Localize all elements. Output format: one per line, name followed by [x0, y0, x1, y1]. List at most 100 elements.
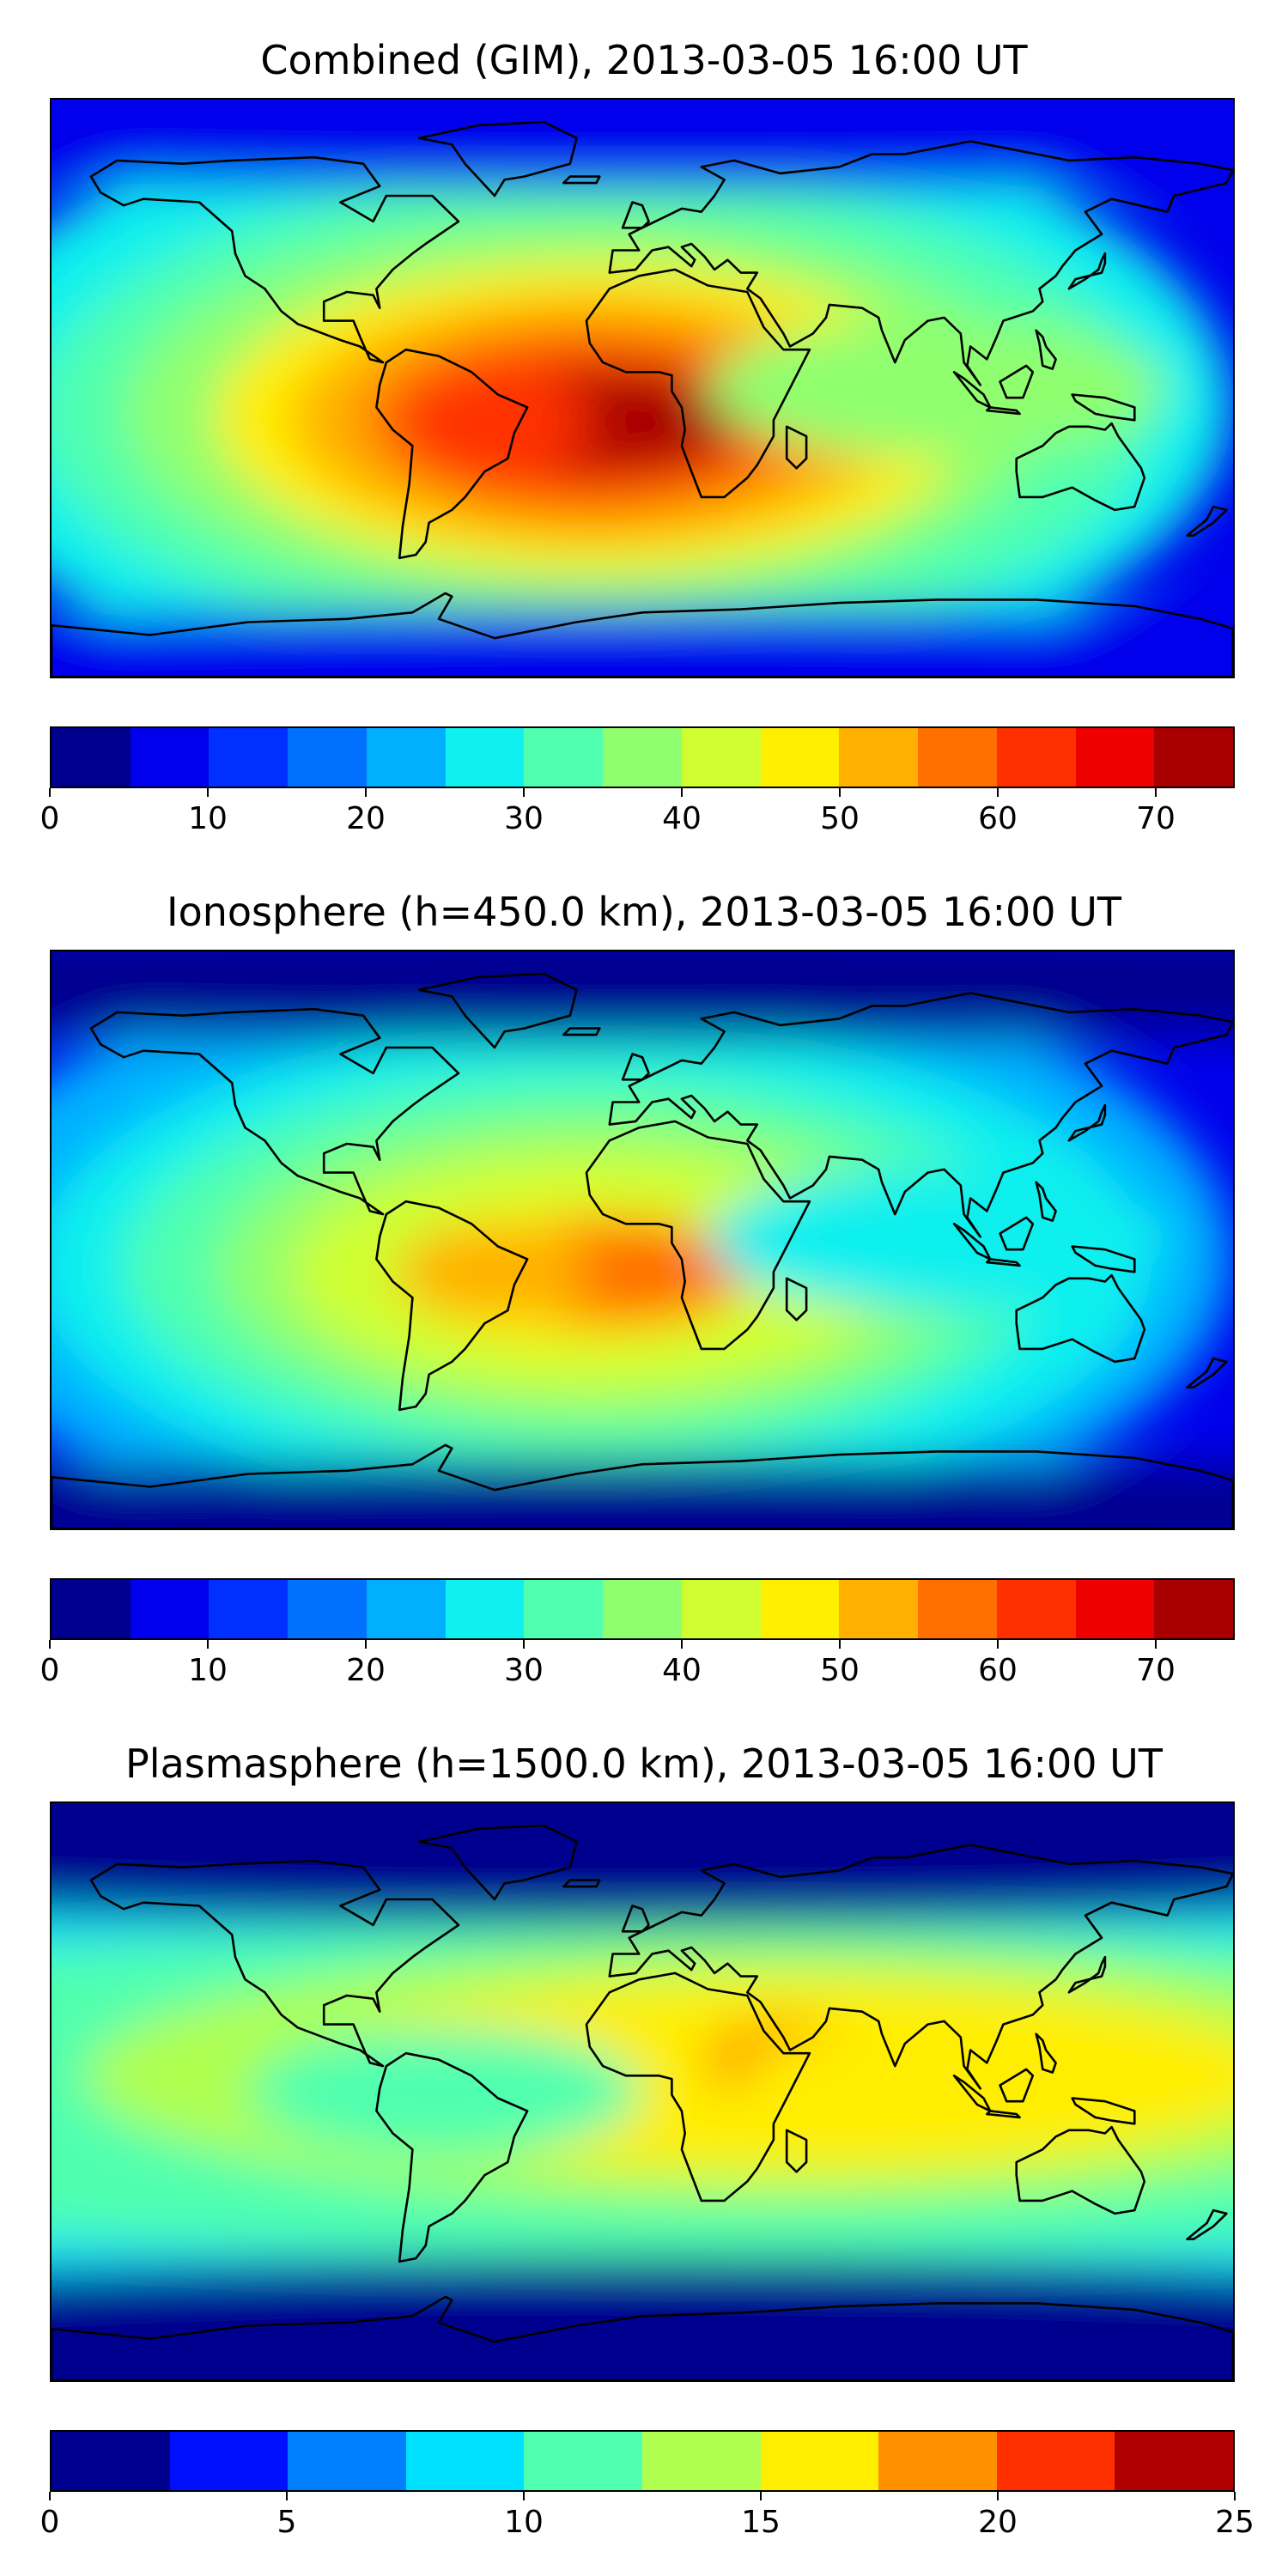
feature-high-latitude-north [52, 1803, 1233, 1925]
colorbar-segment [996, 2432, 1115, 2490]
colorbar-tick [1155, 788, 1157, 797]
colorbar-tick [365, 788, 367, 797]
colorbar-segment [878, 2432, 997, 2490]
colorbar-tick [681, 788, 683, 797]
coastline [999, 2068, 1035, 2103]
colorbar-segment [760, 1580, 840, 1638]
colorbar-tick [365, 1640, 367, 1649]
colorbar-tick [760, 2492, 762, 2500]
map-plasmasphere [50, 1801, 1235, 2382]
coastline [1071, 1245, 1136, 1273]
colorbar-tick-label: 30 [504, 801, 544, 836]
colorbar-tick-label: 0 [39, 2505, 60, 2540]
colorbar-segment [366, 1580, 446, 1638]
chart-title: Combined (GIM), 2013-03-05 16:00 UT [260, 37, 1028, 83]
coastline [375, 1200, 529, 1412]
colorbar-tick [839, 1640, 841, 1649]
coastline [608, 140, 1233, 386]
colorbar-segment [288, 2432, 406, 2490]
coastline [986, 2110, 1021, 2119]
colorbar-tick-label: 10 [504, 2505, 544, 2540]
coastline [621, 201, 650, 229]
colorbar-ticks-plasmasphere: 0 5 10 15 20 25 [40, 2492, 1255, 2543]
coastline [621, 1053, 650, 1081]
colorbar-segment [524, 1580, 604, 1638]
coastline [585, 1120, 811, 1351]
colorbar-tick [997, 2492, 999, 2500]
coastline [1035, 329, 1057, 370]
chart-title: Plasmasphere (h=1500.0 km), 2013-03-05 1… [125, 1741, 1163, 1787]
colorbar-segment [760, 728, 840, 787]
colorbar-combined [50, 726, 1235, 788]
field-blobs [52, 100, 1233, 677]
coastline [1067, 1955, 1107, 1994]
coastline [89, 155, 460, 364]
coastline [52, 2295, 1233, 2380]
feature-high-latitude-south [52, 1461, 1233, 1528]
coastline [89, 1859, 460, 2068]
coastline [1015, 422, 1146, 512]
colorbar-ticks-ionosphere: 0 10 20 30 40 50 60 70 [40, 1640, 1235, 1692]
colorbar-segment [209, 1580, 289, 1638]
colorbar-segment [405, 2432, 525, 2490]
coastline [1067, 1103, 1107, 1142]
colorbar-tick-label: 0 [39, 1653, 60, 1688]
map-ionosphere [50, 950, 1235, 1530]
feature-secondary [396, 1227, 593, 1317]
coastline [999, 1216, 1035, 1251]
map-svg [52, 951, 1233, 1528]
feature-secondary [396, 375, 593, 465]
colorbar-tick-label: 40 [662, 1653, 702, 1688]
colorbar-segment [603, 1580, 682, 1638]
feature-high-latitude-north [52, 100, 1233, 190]
coastline [785, 1277, 808, 1321]
colorbar-segment [1154, 728, 1233, 787]
coastline [585, 268, 811, 499]
coastline [952, 2074, 992, 2112]
feature-indian-ocean [708, 1169, 1168, 1311]
colorbar-segment [445, 728, 525, 787]
colorbar-tick [207, 788, 209, 797]
colorbar-segment [1075, 728, 1155, 787]
coastline [1015, 1273, 1146, 1364]
colorbar-segment [288, 1580, 367, 1638]
chart-title: Ionosphere (h=450.0 km), 2013-03-05 16:0… [167, 889, 1121, 935]
colorbar-tick [523, 2492, 525, 2500]
colorbar-tick-label: 0 [39, 801, 60, 836]
coastline [785, 2129, 808, 2173]
colorbar-segment [760, 2432, 879, 2490]
feature-indian-ocean [740, 2024, 1135, 2128]
colorbar-tick [49, 1640, 51, 1649]
colorbar-segment [209, 728, 289, 787]
colorbar-tick-label: 5 [276, 2505, 297, 2540]
coastline [952, 1222, 992, 1261]
colorbar-tick-label: 50 [820, 1653, 860, 1688]
colorbar-tick [997, 1640, 999, 1649]
coastline [52, 592, 1233, 677]
coastline [1035, 2032, 1057, 2074]
coastline [986, 1258, 1021, 1267]
coastline [986, 406, 1021, 416]
coastline [1015, 2125, 1146, 2215]
feature-high-latitude-south [52, 2258, 1233, 2380]
colorbar-tick [49, 788, 51, 797]
coastline [375, 348, 529, 560]
colorbar-segment [996, 728, 1076, 787]
colorbar-tick-label: 25 [1215, 2505, 1255, 2540]
colorbar-segment [1115, 2432, 1233, 2490]
coastline [785, 425, 808, 470]
coastline [417, 1824, 578, 1901]
colorbar-segment [524, 2432, 642, 2490]
coastline [1186, 2208, 1228, 2241]
colorbar-segment [288, 728, 367, 787]
colorbar-tick [839, 788, 841, 797]
colorbar-segment [839, 728, 919, 787]
coastline [417, 972, 578, 1049]
colorbar-segment [918, 728, 997, 787]
colorbar-segment [681, 728, 761, 787]
field-blobs [52, 1803, 1233, 2380]
colorbar-tick-label: 20 [346, 801, 386, 836]
coastline [952, 370, 992, 409]
colorbar-tick [1234, 2492, 1236, 2500]
coastline [375, 2051, 529, 2263]
